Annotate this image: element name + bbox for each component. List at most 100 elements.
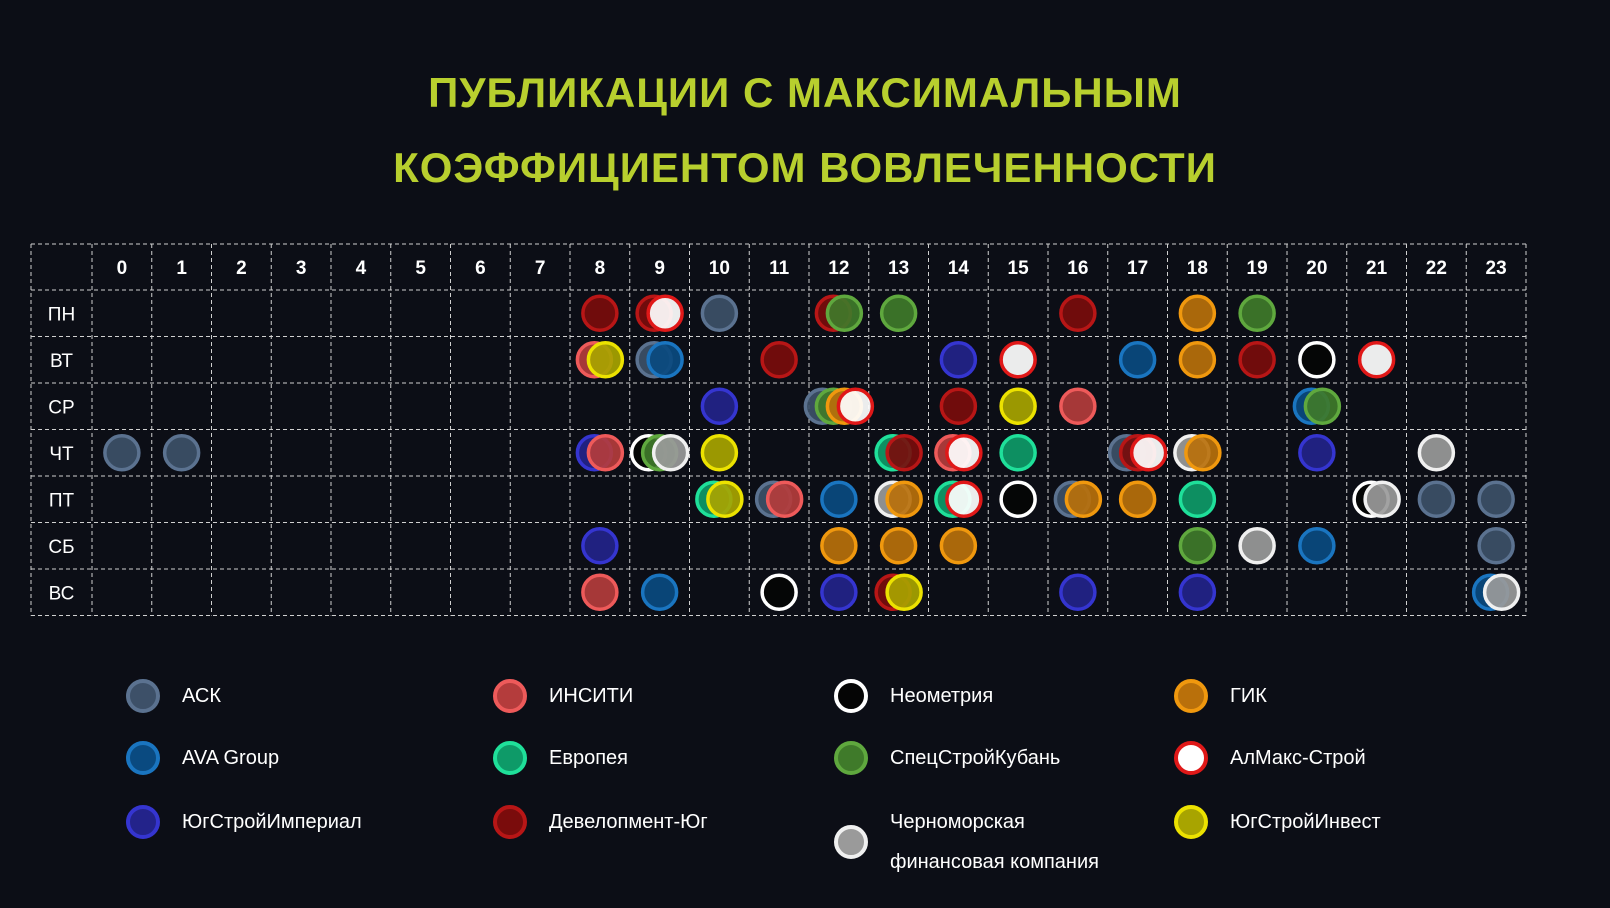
- data-point: [1417, 434, 1456, 472]
- hour-tick-label: 15: [1008, 258, 1030, 279]
- data-point: [1477, 527, 1515, 565]
- data-point: [1482, 573, 1521, 611]
- hour-tick-label: 0: [117, 258, 128, 279]
- data-point: [646, 294, 684, 332]
- data-point: [885, 573, 923, 611]
- data-point: [760, 573, 798, 611]
- hour-tick-label: 18: [1187, 258, 1208, 279]
- hour-tick-label: 5: [415, 258, 426, 279]
- data-point: [700, 434, 739, 472]
- hour-tick-label: 22: [1426, 258, 1447, 279]
- data-point: [1363, 480, 1401, 518]
- data-point: [999, 434, 1037, 472]
- data-point: [1178, 527, 1217, 565]
- hour-tick-label: 17: [1127, 258, 1148, 279]
- data-point: [999, 480, 1037, 518]
- data-point: [1178, 341, 1217, 379]
- data-point: [700, 387, 739, 425]
- hour-tick-label: 1: [176, 258, 187, 279]
- data-point: [1298, 341, 1336, 379]
- data-point: [1178, 480, 1217, 518]
- data-point: [640, 573, 679, 611]
- data-point: [1059, 387, 1097, 425]
- hour-tick-label: 8: [595, 258, 606, 279]
- day-tick-label: ПН: [48, 304, 75, 325]
- data-point: [646, 341, 684, 379]
- hour-tick-label: 4: [356, 258, 367, 279]
- data-point: [1477, 480, 1515, 518]
- data-point: [939, 527, 978, 565]
- hour-tick-label: 9: [654, 258, 665, 279]
- data-point: [1178, 573, 1217, 611]
- data-point: [103, 434, 141, 472]
- data-point: [700, 294, 739, 332]
- data-point: [999, 387, 1037, 425]
- data-point: [581, 294, 619, 332]
- data-point: [939, 387, 978, 425]
- data-point: [1178, 294, 1217, 332]
- hour-tick-label: 21: [1366, 258, 1388, 279]
- data-point: [586, 434, 625, 472]
- hour-tick-label: 7: [535, 258, 546, 279]
- hour-tick-label: 12: [828, 258, 849, 279]
- chart-title-line2: КОЭФФИЦИЕНТОМ ВОВЛЕЧЕННОСТИ: [393, 144, 1217, 191]
- data-points: [103, 294, 1521, 611]
- data-point: [939, 341, 978, 379]
- data-point: [1059, 294, 1097, 332]
- day-tick-label: СР: [48, 397, 74, 418]
- day-tick-label: СБ: [48, 537, 74, 558]
- data-point: [581, 573, 619, 611]
- hour-tick-label: 10: [709, 258, 730, 279]
- day-tick-label: ЧТ: [49, 444, 74, 465]
- chart-title-line1: ПУБЛИКАЦИИ С МАКСИМАЛЬНЫМ: [428, 69, 1182, 116]
- data-point: [651, 434, 690, 472]
- hour-tick-label: 6: [475, 258, 486, 279]
- hour-tick-label: 16: [1067, 258, 1088, 279]
- data-point: [1298, 527, 1336, 565]
- data-point: [760, 341, 798, 379]
- data-point: [1129, 434, 1168, 472]
- hour-tick-label: 3: [296, 258, 307, 279]
- data-point: [820, 573, 858, 611]
- data-point: [706, 480, 744, 518]
- data-point: [586, 341, 625, 379]
- data-point: [581, 527, 619, 565]
- hour-tick-label: 11: [769, 258, 790, 279]
- data-point: [1298, 434, 1336, 472]
- hour-tick-label: 14: [948, 258, 970, 279]
- data-point: [1118, 480, 1157, 518]
- data-point: [825, 294, 864, 332]
- data-point: [1238, 294, 1276, 332]
- data-point: [999, 341, 1037, 379]
- data-point: [820, 480, 858, 518]
- hour-tick-label: 2: [236, 258, 247, 279]
- data-point: [1238, 341, 1276, 379]
- data-point: [1303, 387, 1342, 425]
- data-point: [945, 434, 983, 472]
- data-point: [1064, 480, 1103, 518]
- data-point: [885, 434, 923, 472]
- data-point: [879, 294, 918, 332]
- day-tick-label: ВТ: [50, 351, 73, 372]
- data-point: [1184, 434, 1222, 472]
- day-tick-label: ПТ: [49, 490, 75, 511]
- data-point: [1118, 341, 1157, 379]
- data-point: [765, 480, 804, 518]
- day-tick-label: ВС: [49, 583, 75, 604]
- hour-tick-label: 20: [1306, 258, 1327, 279]
- grid-lines: [30, 243, 1527, 616]
- data-point: [820, 527, 858, 565]
- data-point: [836, 387, 875, 425]
- data-point: [1059, 573, 1097, 611]
- chart-title: ПУБЛИКАЦИИ С МАКСИМАЛЬНЫМ КОЭФФИЦИЕНТОМ …: [0, 55, 1610, 205]
- data-point: [879, 527, 918, 565]
- hour-tick-label: 23: [1486, 258, 1507, 279]
- data-point: [945, 480, 983, 518]
- data-point: [1238, 527, 1276, 565]
- hour-tick-label: 19: [1247, 258, 1268, 279]
- data-point: [1357, 341, 1396, 379]
- data-point: [1417, 480, 1456, 518]
- hour-tick-label: 13: [888, 258, 909, 279]
- data-point: [162, 434, 201, 472]
